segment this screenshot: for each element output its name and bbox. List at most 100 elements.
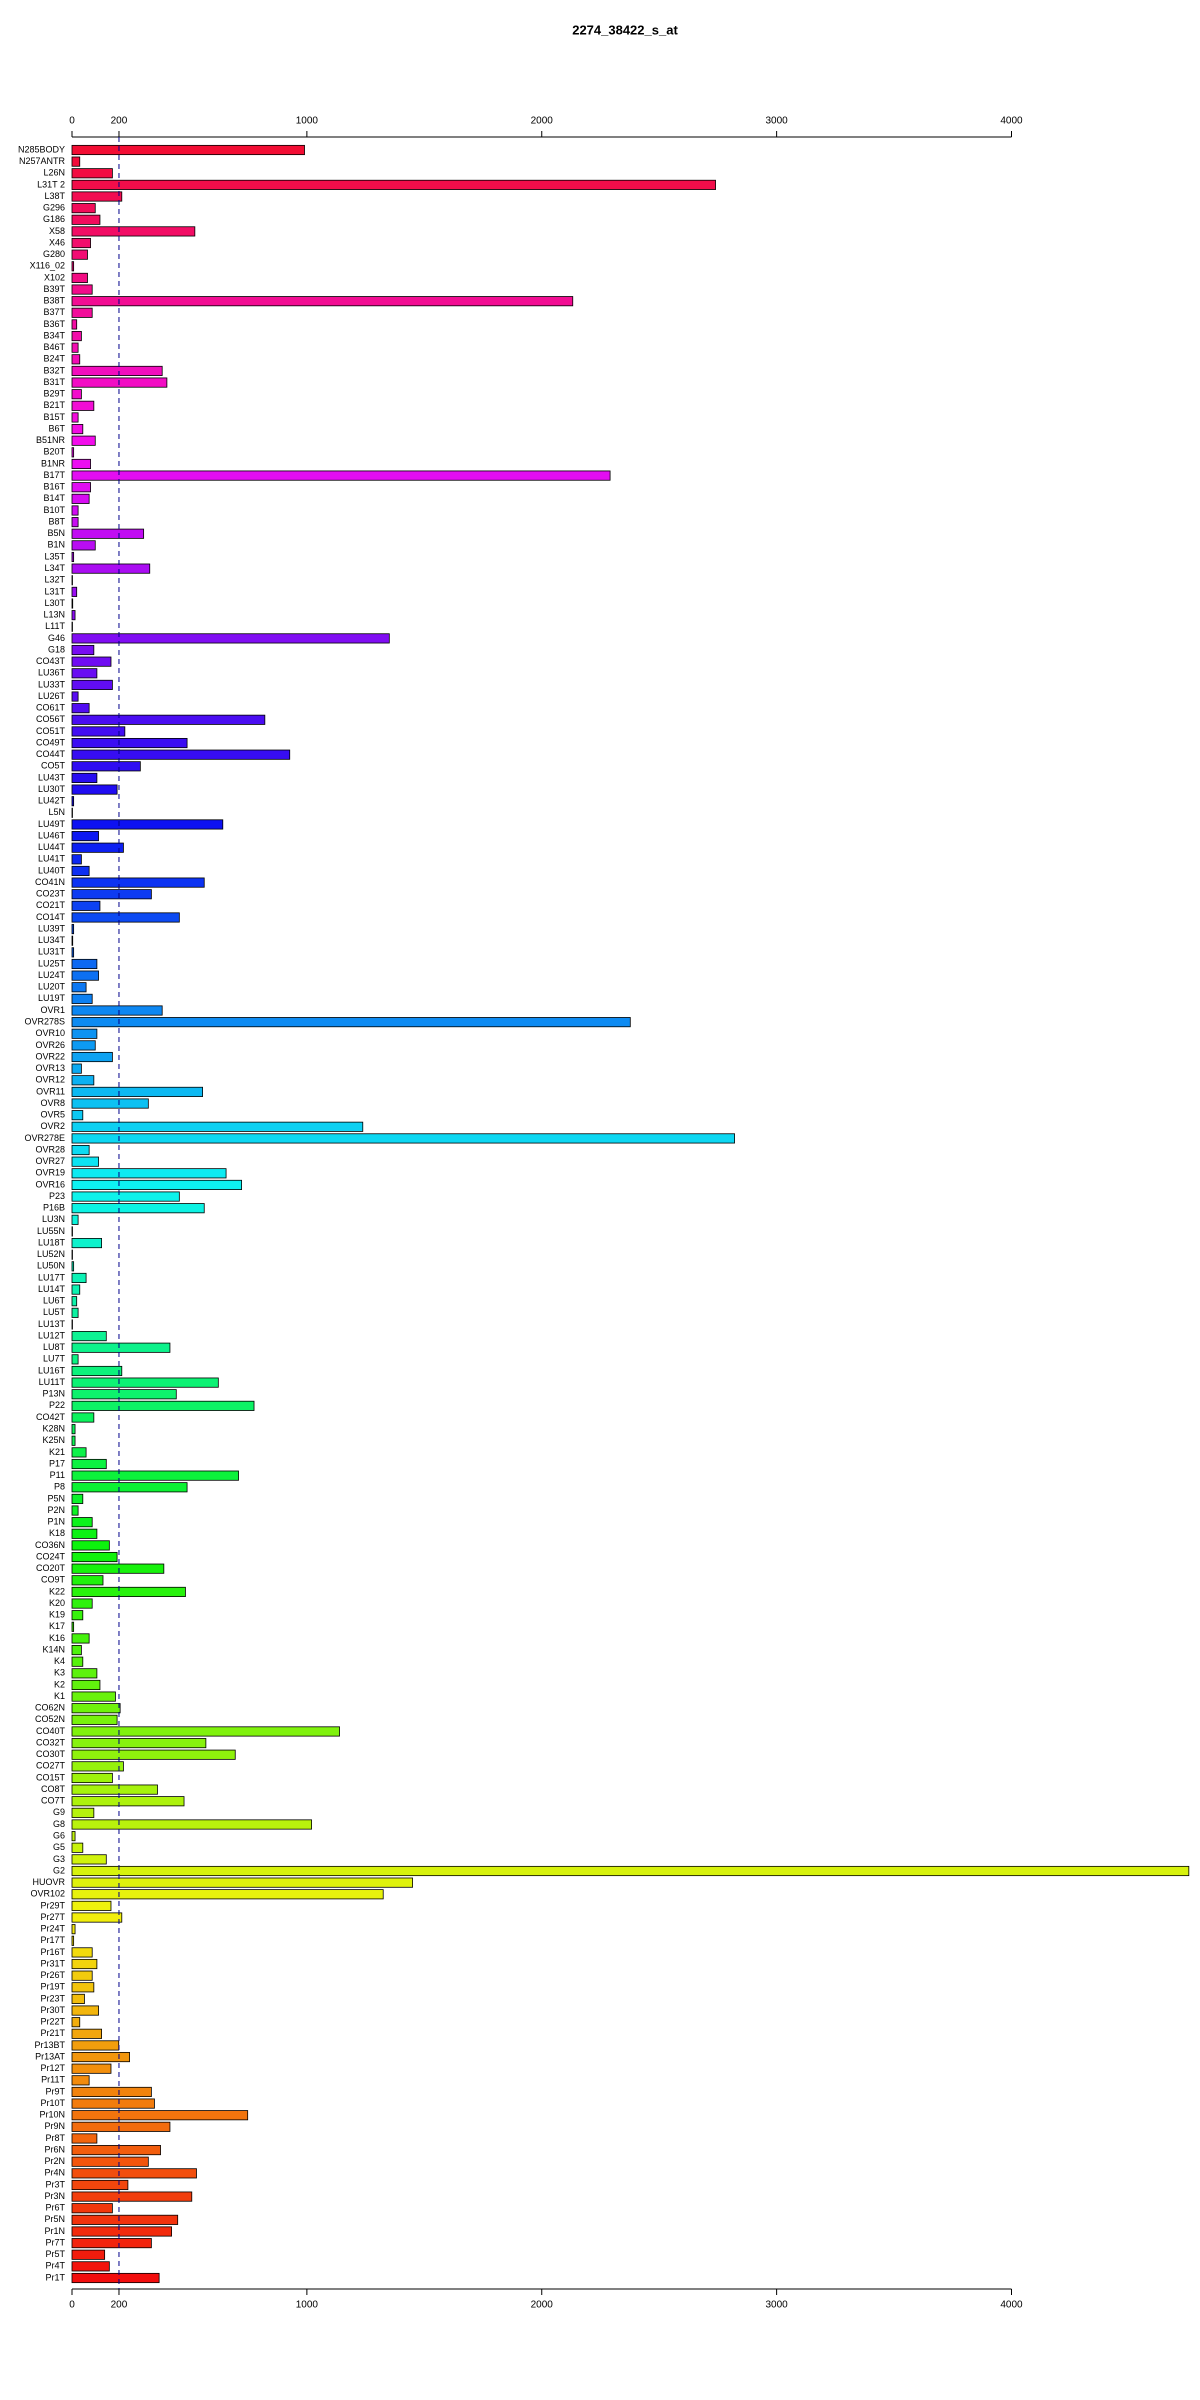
y-tick-label: K1 xyxy=(54,1691,65,1701)
y-tick-label: CO30T xyxy=(36,1749,66,1759)
bar xyxy=(71,1772,113,1784)
y-tick-label: CO8T xyxy=(41,1784,66,1794)
y-tick-label: P22 xyxy=(49,1400,65,1410)
y-tick-label: B15T xyxy=(43,412,65,422)
y-tick-label: X58 xyxy=(49,226,65,236)
bar xyxy=(71,1970,93,1981)
y-tick-label: B31T xyxy=(43,377,65,387)
y-tick-label: OVR11 xyxy=(36,1086,65,1096)
y-tick-label: Pr7T xyxy=(45,2237,65,2247)
y-tick-label: L31T 2 xyxy=(37,179,65,189)
y-tick-label: G9 xyxy=(53,1807,65,1817)
x-tick-label: 200 xyxy=(111,116,128,127)
y-tick-label: LU41T xyxy=(38,854,66,864)
y-tick-label: LU36T xyxy=(38,668,66,678)
y-tick-label: CO21T xyxy=(36,900,66,910)
bar xyxy=(71,237,91,249)
bar xyxy=(71,935,74,946)
bar xyxy=(71,726,126,737)
bar xyxy=(71,1831,76,1842)
y-tick-label: Pr1T xyxy=(45,2272,65,2282)
y-tick-label: LU46T xyxy=(38,830,66,840)
bar xyxy=(71,551,75,563)
bar xyxy=(71,1261,75,1272)
bar xyxy=(71,749,291,760)
y-tick-label: Pr6N xyxy=(44,2144,65,2154)
x-tick-label: 200 xyxy=(111,2300,128,2311)
y-tick-label: Pr10N xyxy=(39,2110,65,2120)
bar xyxy=(71,412,79,423)
y-tick-label: B34T xyxy=(43,330,65,340)
bar xyxy=(71,1203,205,1214)
bar xyxy=(71,924,75,935)
bar xyxy=(71,1063,82,1074)
bar xyxy=(71,1517,93,1528)
y-tick-label: B14T xyxy=(43,493,65,503)
bar xyxy=(71,2145,161,2156)
bar xyxy=(71,1214,79,1225)
y-tick-label: LU6T xyxy=(43,1296,66,1306)
bar xyxy=(71,1017,631,1028)
y-tick-label: LU34T xyxy=(38,935,66,945)
bar xyxy=(71,1447,87,1458)
y-tick-label: CO41N xyxy=(35,877,65,887)
y-tick-label: K16 xyxy=(49,1633,65,1643)
y-tick-label: K19 xyxy=(49,1610,65,1620)
bar xyxy=(71,214,101,225)
bar xyxy=(71,307,93,318)
y-tick-label: LU17T xyxy=(38,1272,66,1282)
y-tick-label: X116_02 xyxy=(30,261,65,271)
bar xyxy=(71,854,82,865)
y-tick-label: L38T xyxy=(44,191,65,201)
bar xyxy=(71,365,163,376)
bar xyxy=(71,191,123,202)
y-tick-label: LU24T xyxy=(38,970,66,980)
bar xyxy=(71,784,118,795)
y-tick-label: G280 xyxy=(43,249,65,259)
y-tick-label: Pr9N xyxy=(44,2121,65,2131)
bar xyxy=(71,1412,95,1423)
y-tick-label: LU39T xyxy=(38,923,66,933)
y-tick-label: Pr8T xyxy=(45,2133,65,2143)
y-tick-label: Pr19T xyxy=(40,1982,65,1992)
bar xyxy=(71,1191,180,1202)
y-tick-label: CO62N xyxy=(35,1703,65,1713)
bar xyxy=(71,226,196,237)
y-tick-label: OVR10 xyxy=(35,1028,65,1038)
x-tick-label: 0 xyxy=(69,116,75,127)
y-tick-label: B21T xyxy=(43,400,65,410)
y-tick-label: P13N xyxy=(42,1389,65,1399)
y-tick-label: B46T xyxy=(43,342,65,352)
bar xyxy=(71,958,98,970)
bar xyxy=(71,1389,177,1400)
bar xyxy=(71,2063,112,2074)
y-tick-label: OVR5 xyxy=(40,1110,65,1120)
y-tick-label: LU7T xyxy=(43,1354,66,1364)
bar xyxy=(71,517,79,528)
y-tick-label: K28N xyxy=(42,1424,65,1434)
y-tick-label: LU52N xyxy=(37,1249,65,1259)
x-tick-label: 3000 xyxy=(765,116,788,127)
y-tick-label: CO23T xyxy=(36,889,66,899)
x-tick-label: 0 xyxy=(69,2300,75,2311)
bar xyxy=(71,970,99,981)
bar xyxy=(71,1691,116,1702)
y-tick-label: B36T xyxy=(43,319,65,329)
bar xyxy=(71,156,81,167)
y-tick-label: B6T xyxy=(48,423,65,433)
y-tick-label: OVR278E xyxy=(24,1133,65,1143)
y-tick-label: OVR26 xyxy=(35,1040,65,1050)
y-tick-label: LU25T xyxy=(38,958,66,968)
y-tick-label: B17T xyxy=(43,470,65,480)
y-tick-label: G8 xyxy=(53,1819,65,1829)
y-tick-label: CO36N xyxy=(35,1540,65,1550)
bar xyxy=(71,2121,171,2132)
y-tick-label: P5N xyxy=(47,1493,65,1503)
bar xyxy=(71,179,716,190)
bar xyxy=(71,1331,107,1342)
y-tick-label: G6 xyxy=(53,1830,65,1840)
bar xyxy=(71,203,96,214)
y-tick-label: CO24T xyxy=(36,1551,66,1561)
y-tick-label: G2 xyxy=(53,1865,65,1875)
